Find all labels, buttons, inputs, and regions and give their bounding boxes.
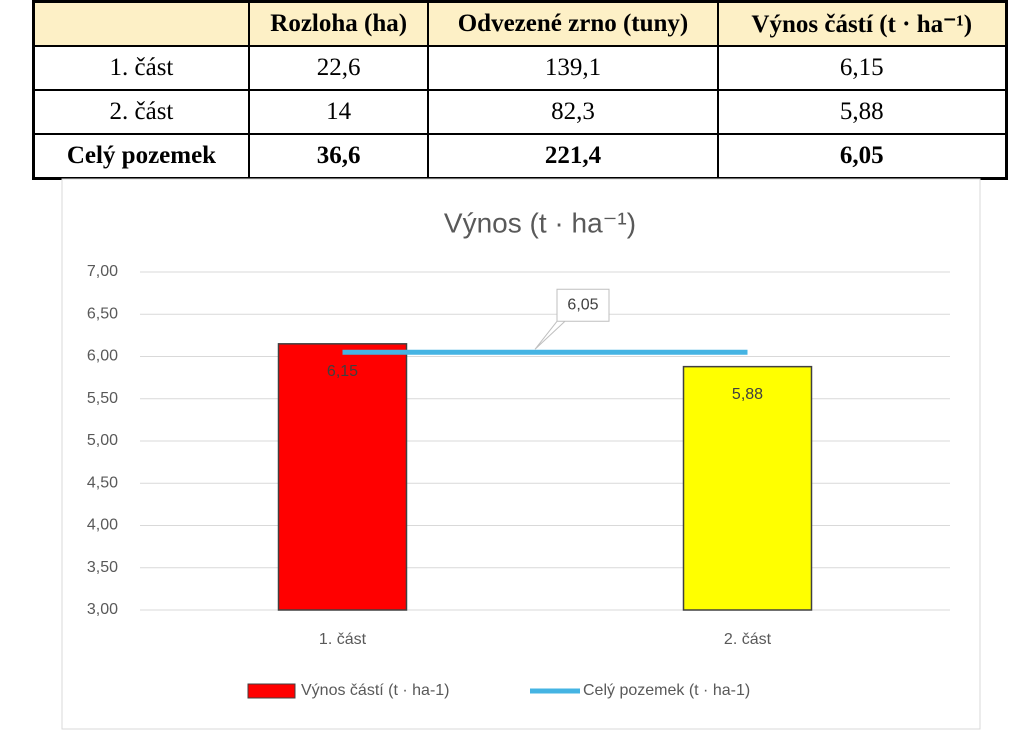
table-cell: 139,1 xyxy=(427,45,719,91)
table-cell: 82,3 xyxy=(427,89,719,135)
table-cell: 6,05 xyxy=(716,133,1008,180)
header-cell: Odvezené zrno (tuny) xyxy=(427,0,719,47)
callout xyxy=(534,288,610,350)
chart-title: Výnos (t · ha⁻¹) xyxy=(444,207,636,238)
bar xyxy=(277,343,408,611)
header-row: Rozloha (ha) Odvezené zrno (tuny) Výnos … xyxy=(32,0,1008,47)
y-tick-label: 3,50 xyxy=(87,559,118,576)
table-cell: Celý pozemek xyxy=(32,133,250,180)
y-tick-label: 5,50 xyxy=(87,390,118,407)
table-cell: 14 xyxy=(247,89,430,135)
x-tick-label: 2. část xyxy=(724,631,772,648)
chart: Výnos (t · ha⁻¹) 3,00 3,50 4,00 4,50 5,00 5,5… xyxy=(61,178,981,730)
data-label: 6,15 xyxy=(327,363,358,380)
table-cell: 36,6 xyxy=(247,133,430,180)
data-label: 6,05 xyxy=(567,296,598,313)
table-cell: 2. část xyxy=(32,89,250,135)
y-tick-label: 5,00 xyxy=(87,432,118,449)
header-cell: Výnos částí (t · ha⁻¹) xyxy=(716,0,1008,47)
y-tick-label: 3,00 xyxy=(87,601,118,618)
table-cell: 1. část xyxy=(32,45,250,91)
table-cell: 22,6 xyxy=(247,45,430,91)
header-cell: Rozloha (ha) xyxy=(247,0,430,47)
data-table: Rozloha (ha) Odvezené zrno (tuny) Výnos … xyxy=(32,0,1008,180)
table-row: Celý pozemek 36,6 221,4 6,05 xyxy=(32,133,1008,180)
table-cell: 221,4 xyxy=(427,133,719,180)
bar xyxy=(682,365,813,611)
y-tick-label: 6,00 xyxy=(87,348,118,365)
y-tick-label: 7,00 xyxy=(87,263,118,280)
legend-swatch xyxy=(247,683,296,699)
legend-label: Celý pozemek (t · ha-1) xyxy=(583,682,750,699)
x-tick-label: 1. část xyxy=(319,631,367,648)
legend-label: Výnos částí (t · ha-1) xyxy=(301,682,450,699)
table-row: 1. část 22,6 139,1 6,15 xyxy=(32,45,1008,91)
y-tick-label: 4,50 xyxy=(87,474,118,491)
y-tick-label: 4,00 xyxy=(87,517,118,534)
data-label: 5,88 xyxy=(732,386,763,403)
table-row: 2. část 14 82,3 5,88 xyxy=(32,89,1008,135)
corner-cell xyxy=(32,0,250,47)
table-cell: 5,88 xyxy=(716,89,1008,135)
y-tick-label: 6,50 xyxy=(87,305,118,322)
table-cell: 6,15 xyxy=(716,45,1008,91)
chart-frame xyxy=(61,178,981,730)
